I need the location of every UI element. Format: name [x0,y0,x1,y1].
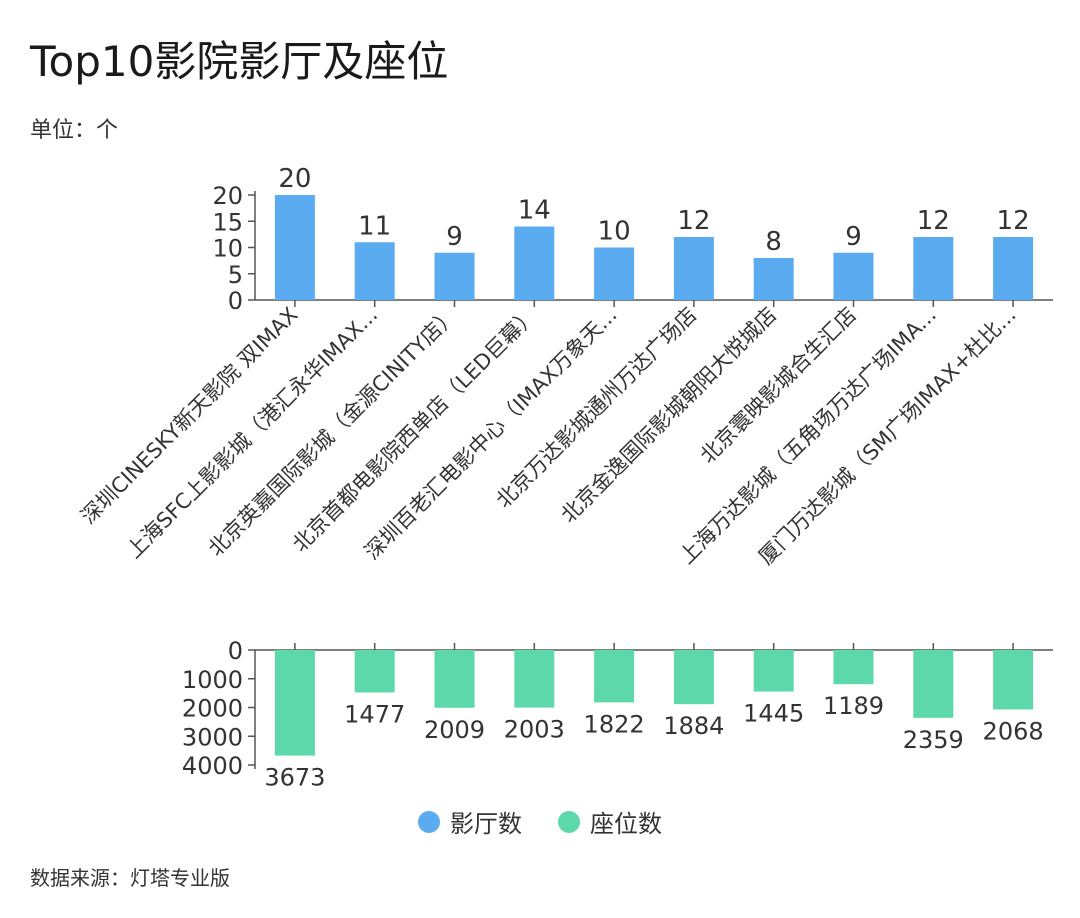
bottom-y-tick-label: 4000 [182,752,243,780]
seats-bar[interactable] [274,650,315,756]
seats-data-label: 1189 [823,692,884,720]
legend-item-seats[interactable]: 座位数 [558,804,662,839]
halls-data-label: 8 [765,227,782,257]
halls-data-label: 12 [917,206,950,236]
legend-label-halls: 影厅数 [450,810,522,838]
top-y-tick-label: 20 [212,182,243,210]
legend-dot-halls [418,810,440,833]
seats-bar[interactable] [434,650,475,708]
halls-bar[interactable] [594,247,635,301]
bottom-y-tick-label: 3000 [182,723,243,751]
halls-data-label: 12 [677,206,710,236]
seats-data-label: 3673 [264,764,325,792]
seats-bar[interactable] [993,650,1034,710]
halls-bar[interactable] [274,195,315,300]
halls-bar[interactable] [673,237,714,300]
halls-data-label: 9 [446,222,463,252]
seats-bar[interactable] [514,650,555,708]
seats-bar[interactable] [753,650,794,692]
top-y-tick-label: 10 [212,235,243,263]
halls-bar[interactable] [993,237,1034,300]
category-label: 北京寰映影城合生汇店 [696,303,861,468]
data-source: 数据来源：灯塔专业版 [30,866,230,890]
chart-title: Top10影院影厅及座位 [30,37,449,86]
seats-data-label: 1445 [743,700,804,728]
halls-bar[interactable] [833,252,874,300]
legend-dot-seats [558,810,580,833]
halls-data-label: 12 [997,206,1030,236]
halls-data-label: 20 [278,164,311,194]
legend-item-halls[interactable]: 影厅数 [418,804,522,839]
halls-bar[interactable] [753,258,794,300]
halls-data-label: 14 [518,196,551,226]
seats-bar[interactable] [833,650,874,685]
seats-data-label: 2068 [983,717,1044,745]
seats-bar[interactable] [913,650,954,718]
halls-data-label: 11 [358,211,391,241]
seats-data-label: 2003 [504,716,565,744]
top-y-tick-label: 5 [228,261,243,289]
top-y-tick-label: 0 [228,287,243,315]
halls-bar[interactable] [913,237,954,300]
halls-bar[interactable] [514,226,555,301]
seats-data-label: 1822 [584,710,645,738]
bottom-y-tick-label: 1000 [182,666,243,694]
halls-data-label: 9 [845,222,862,252]
seats-data-label: 1477 [344,700,405,728]
legend: 影厅数 座位数 [0,804,1080,839]
bottom-y-tick-label: 0 [228,637,243,665]
legend-label-seats: 座位数 [590,810,662,838]
halls-bar[interactable] [354,242,395,300]
seats-data-label: 2009 [424,716,485,744]
halls-data-label: 10 [598,217,631,247]
seats-data-label: 2359 [903,726,964,754]
bottom-y-tick-label: 2000 [182,695,243,723]
seats-bar[interactable] [673,650,714,705]
halls-bar[interactable] [434,252,475,300]
seats-bar[interactable] [594,650,635,703]
seats-bar[interactable] [354,650,395,693]
seats-data-label: 1884 [663,712,724,740]
top-y-tick-label: 15 [212,208,243,236]
unit-label: 单位：个 [30,118,119,143]
